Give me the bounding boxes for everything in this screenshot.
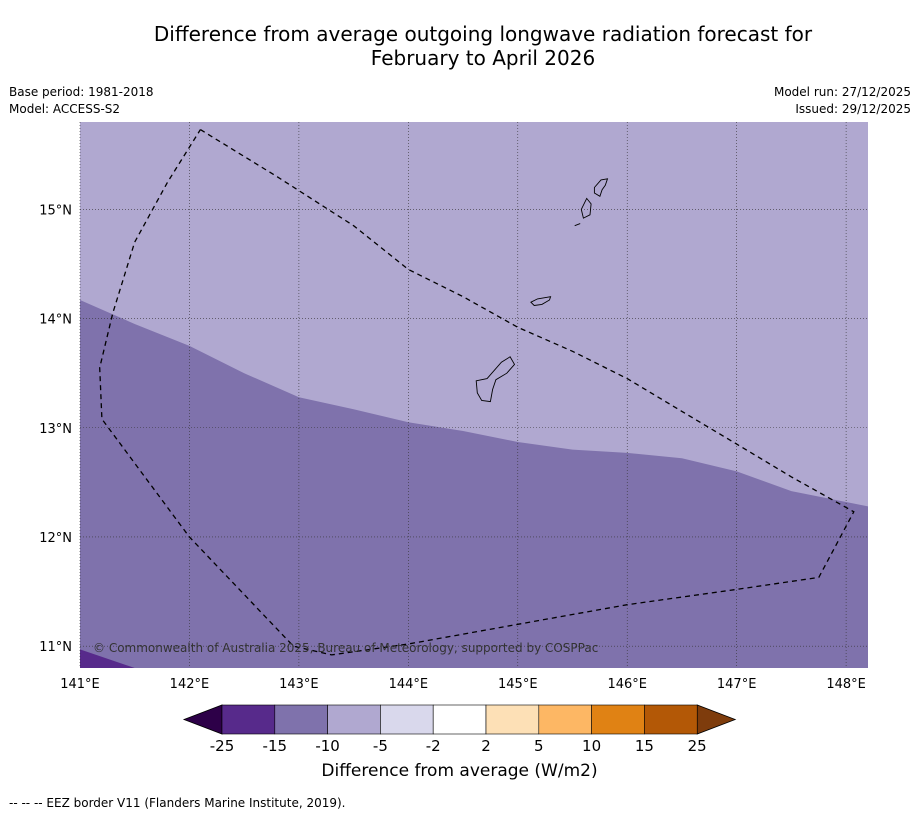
colorbar-bin bbox=[432, 704, 487, 735]
colorbar-tick-label: 25 bbox=[688, 737, 707, 755]
island-rota bbox=[530, 296, 552, 306]
lat-tick-label: 13°N bbox=[39, 422, 72, 437]
colorbar-label: Difference from average (W/m2) bbox=[321, 761, 598, 781]
colorbar-bin bbox=[327, 704, 381, 735]
island-guam bbox=[475, 356, 516, 403]
colorbar-bin bbox=[274, 704, 328, 735]
colorbar-tick-label: -5 bbox=[373, 737, 388, 755]
colorbar-bin bbox=[221, 704, 276, 735]
colorbar-bin bbox=[538, 704, 592, 735]
colorbar-extend-low bbox=[182, 704, 223, 735]
lon-tick-label: 141°E bbox=[60, 677, 100, 692]
lat-tick-label: 14°N bbox=[39, 313, 72, 328]
colorbar-bin bbox=[380, 704, 434, 735]
colorbar-bin bbox=[485, 704, 540, 735]
base-period: Base period: 1981-2018 bbox=[9, 85, 154, 99]
footer-note: -- -- -- EEZ border V11 (Flanders Marine… bbox=[9, 796, 346, 810]
model-run: Model run: 27/12/2025 bbox=[773, 85, 911, 99]
meta-right: Model run: 27/12/2025 Issued: 29/12/2025 bbox=[774, 84, 911, 118]
lon-tick-label: 143°E bbox=[279, 677, 319, 692]
lon-tick-label: 145°E bbox=[498, 677, 538, 692]
colorbar-tick-label: -10 bbox=[315, 737, 340, 755]
copyright-notice: © Commonwealth of Australia 2025, Bureau… bbox=[93, 641, 598, 655]
title-line-1: Difference from average outgoing longwav… bbox=[153, 22, 813, 46]
colorbar-bin bbox=[644, 704, 698, 735]
region-south-west-corner bbox=[80, 649, 135, 668]
colorbar-bin bbox=[591, 704, 645, 735]
lon-tick-label: 142°E bbox=[170, 677, 210, 692]
meta-left: Base period: 1981-2018 Model: ACCESS-S2 bbox=[9, 84, 154, 118]
colorbar-tick-label: -2 bbox=[426, 737, 441, 755]
lat-tick-label: 11°N bbox=[39, 640, 72, 655]
region-southern-area bbox=[80, 300, 868, 668]
colorbar-tick-label: -15 bbox=[263, 737, 288, 755]
lon-tick-label: 147°E bbox=[717, 677, 757, 692]
island-aguijan bbox=[574, 223, 581, 227]
chart-title: Difference from average outgoing longwav… bbox=[0, 22, 919, 70]
lat-tick-label: 12°N bbox=[39, 531, 72, 546]
colorbar-tick-label: 2 bbox=[481, 737, 491, 755]
colorbar-extend-high bbox=[696, 704, 737, 735]
lon-tick-label: 148°E bbox=[826, 677, 866, 692]
eez-border-line bbox=[99, 129, 855, 656]
lat-tick-label: 15°N bbox=[39, 203, 72, 218]
island-tinian bbox=[580, 197, 592, 219]
colorbar-tick-label: 15 bbox=[635, 737, 654, 755]
colorbar-tick-label: 5 bbox=[534, 737, 544, 755]
lon-tick-label: 146°E bbox=[607, 677, 647, 692]
island-saipan bbox=[593, 178, 609, 197]
model-name: Model: ACCESS-S2 bbox=[9, 102, 121, 116]
colorbar-tick-label: 10 bbox=[582, 737, 601, 755]
colorbar-tick-label: -25 bbox=[210, 737, 235, 755]
title-line-2: February to April 2026 bbox=[370, 46, 596, 70]
issued-date: Issued: 29/12/2025 bbox=[795, 102, 911, 116]
lon-tick-label: 144°E bbox=[389, 677, 429, 692]
